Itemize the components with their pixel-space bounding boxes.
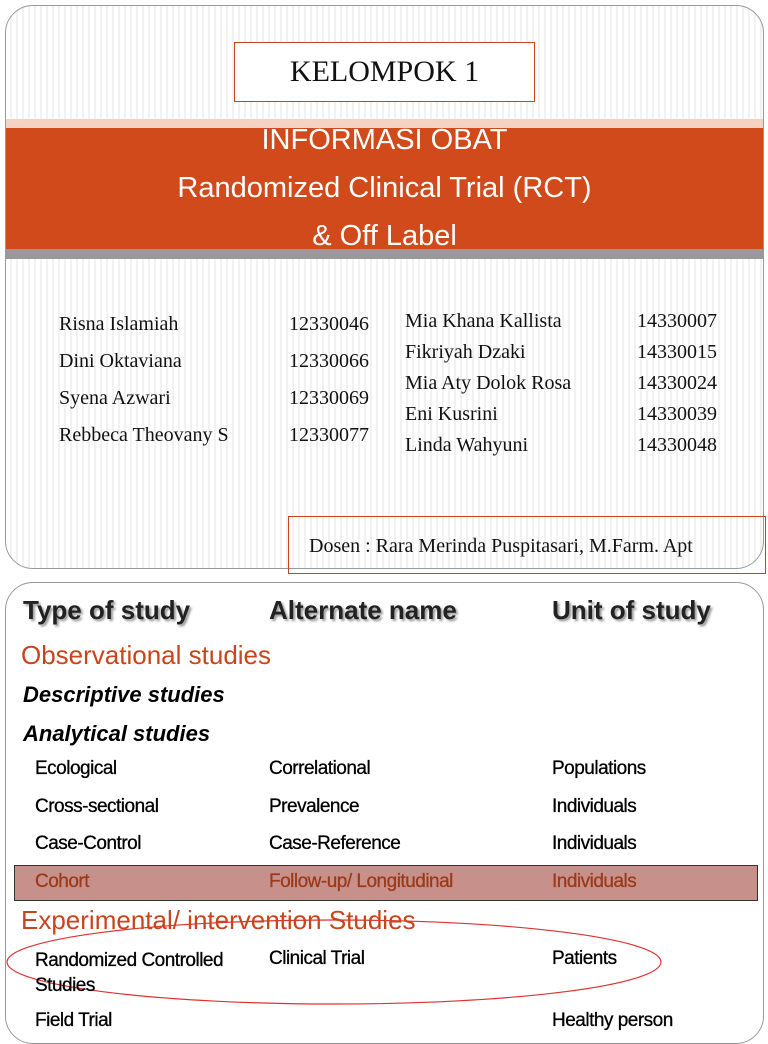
banner-line: & Off Label (312, 220, 457, 252)
subsection-heading: Analytical studies (23, 721, 211, 746)
subsection-heading: Descriptive studies (23, 682, 225, 707)
member-name: Mia Aty Dolok Rosa (405, 372, 572, 394)
table-cell: Healthy person (552, 1010, 674, 1031)
member-id: 14330048 (637, 434, 717, 456)
member-name: Eni Kusrini (405, 403, 498, 425)
table-cell: Clinical Trial (269, 948, 365, 969)
table-cell: Individuals (552, 795, 637, 817)
member-name: Linda Wahyuni (405, 434, 528, 456)
section-heading: Observational studies (21, 640, 272, 670)
table-cell: Individuals (552, 870, 637, 892)
member-id: 12330046 (289, 313, 369, 335)
table-cell: Cross-sectional (35, 795, 159, 817)
table-cell: Case-Reference (269, 833, 401, 854)
table-cell: Follow-up/ Longitudinal (269, 870, 454, 892)
member-name: Dini Oktaviana (59, 350, 182, 372)
table-cell: Individuals (552, 833, 637, 854)
banner-line: Randomized Clinical Trial (RCT) (177, 172, 592, 204)
header-cell: Type of study (23, 595, 191, 625)
banner-line: INFORMASI OBAT (261, 124, 508, 156)
table-cell: Prevalence (269, 795, 360, 817)
section-heading: Experimental/ intervention Studies (21, 905, 416, 935)
slide-2: Type of study Alternate name Unit of study… (5, 582, 764, 1044)
member-id: 14330039 (637, 403, 717, 425)
member-name: Fikriyah Dzaki (405, 341, 526, 363)
member-id: 14330015 (637, 341, 717, 363)
header-cell: Unit of study (552, 595, 711, 625)
member-id: 12330069 (289, 387, 369, 409)
table-cell: Field Trial (35, 1010, 113, 1031)
member-id: 12330066 (289, 350, 369, 372)
table-cell: Ecological (35, 758, 117, 779)
header-cell: Alternate name (269, 595, 457, 625)
table-cell: Populations (552, 758, 647, 779)
member-id: 14330007 (637, 310, 717, 332)
slide-1: KELOMPOK 1 INFORMASI OBAT Randomized Cli… (5, 5, 764, 569)
table-cell: Cohort (35, 870, 90, 892)
ellipse (6, 919, 662, 1005)
highlight-row (14, 865, 758, 901)
member-id: 12330077 (289, 424, 369, 446)
member-name: Syena Azwari (59, 387, 171, 409)
member-name: Mia Khana Kallista (405, 310, 562, 332)
table-cell: Case-Control (35, 833, 142, 854)
member-name: Rebbeca Theovany S (59, 424, 229, 446)
table-cell: Randomized Controlled Studies (35, 950, 224, 996)
table-cell: Patients (552, 948, 617, 969)
member-id: 14330024 (637, 372, 717, 394)
member-name: Risna Islamiah (59, 313, 179, 335)
title-box: KELOMPOK 1 (234, 42, 535, 102)
lecturer-box: Dosen : Rara Merinda Puspitasari, M.Farm… (288, 516, 766, 574)
banner (6, 119, 763, 259)
table-cell: Correlational (269, 758, 371, 779)
